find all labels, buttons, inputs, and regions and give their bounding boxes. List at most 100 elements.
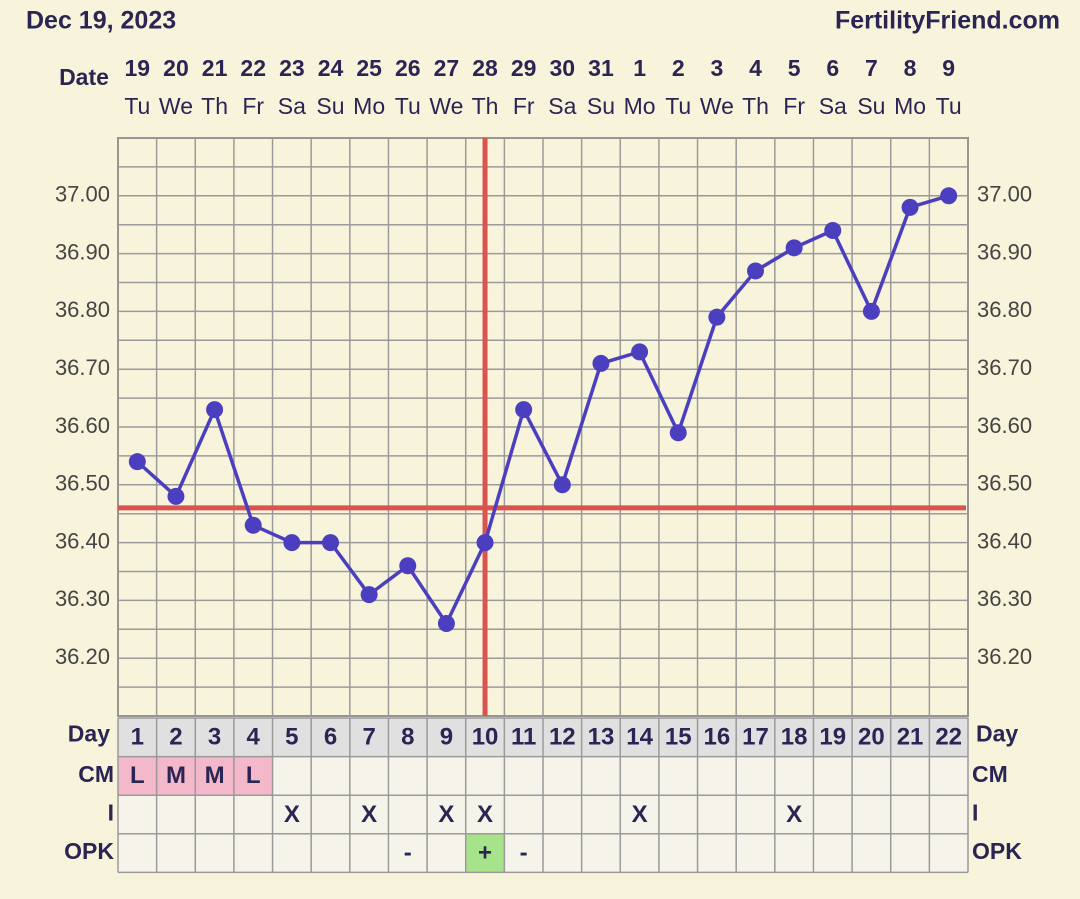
table-cell — [774, 756, 814, 796]
row-label: Day — [976, 720, 1018, 746]
table-cell — [697, 795, 737, 834]
table-cell — [272, 756, 312, 796]
weekday-label: We — [159, 93, 193, 119]
date-label: 9 — [942, 55, 955, 81]
table-cell — [156, 756, 196, 796]
cell-value: M — [205, 762, 225, 789]
day-number: 22 — [935, 724, 962, 751]
y2-tick-label: 36.50 — [977, 471, 1032, 496]
day-number: 1 — [131, 724, 144, 751]
table-cell — [118, 756, 157, 796]
y2-tick-label: 36.80 — [977, 297, 1032, 322]
table-cell — [890, 795, 930, 834]
table-cell — [929, 756, 968, 796]
weekday-label: Sa — [548, 93, 576, 119]
cell-value: M — [166, 762, 186, 789]
cell-value: - — [404, 839, 412, 866]
table-cell — [929, 833, 968, 873]
temperature-point — [128, 453, 146, 471]
date-label: 3 — [710, 55, 723, 81]
day-number: 18 — [781, 724, 808, 751]
day-number: 20 — [858, 724, 885, 751]
weekday-label: Mo — [624, 93, 656, 119]
table-cell — [311, 795, 350, 834]
weekday-label: Fr — [242, 93, 264, 119]
y2-tick-label: 36.20 — [977, 644, 1032, 669]
temperature-point — [708, 308, 726, 326]
table-cell — [543, 756, 582, 796]
day-number: 12 — [549, 724, 576, 751]
day-number: 21 — [897, 724, 924, 751]
date-label: 27 — [434, 55, 460, 81]
day-number: 16 — [704, 724, 731, 751]
weekday-label: Tu — [665, 93, 691, 119]
table-cell — [388, 756, 428, 796]
date-label: 31 — [588, 55, 614, 81]
chart-title: Dec 19, 2023 — [26, 7, 176, 35]
y-tick-label: 36.30 — [55, 586, 110, 611]
row-label: CM — [972, 761, 1008, 787]
weekday-label: Tu — [395, 93, 421, 119]
temperature-point — [901, 198, 919, 216]
table-cell — [349, 756, 389, 796]
weekday-label: Su — [316, 93, 344, 119]
temperature-line — [136, 194, 950, 628]
date-label: 4 — [749, 55, 762, 81]
temperature-point — [437, 615, 455, 633]
table-cell — [195, 833, 234, 873]
date-label: 19 — [125, 55, 151, 81]
temperature-point — [476, 534, 494, 552]
temperature-point — [399, 557, 417, 575]
weekday-label: Su — [857, 93, 885, 119]
table-cell — [311, 756, 350, 796]
date-label: 1 — [633, 55, 646, 81]
cell-value: - — [520, 839, 528, 866]
cell-value: X — [786, 801, 802, 828]
weekday-label: Mo — [353, 93, 385, 119]
table-cell — [504, 756, 543, 796]
cell-value: X — [632, 801, 648, 828]
day-number: 10 — [472, 724, 499, 751]
weekday-label: Su — [587, 93, 615, 119]
table-cell — [233, 756, 273, 796]
table-cell — [620, 795, 659, 834]
table-cell — [774, 795, 814, 834]
table-cell — [658, 795, 698, 834]
table-cell — [118, 833, 157, 873]
weekday-label: Th — [201, 93, 228, 119]
y-tick-label: 37.00 — [55, 182, 110, 207]
day-number: 4 — [247, 724, 261, 751]
temperature-point — [940, 187, 958, 205]
y2-tick-label: 37.00 — [977, 182, 1032, 207]
day-number: 8 — [401, 724, 414, 751]
cell-value: X — [361, 801, 377, 828]
table-cell — [427, 756, 466, 796]
weekday-label: Th — [472, 93, 499, 119]
table-cell — [156, 833, 196, 873]
table-cell — [736, 833, 775, 873]
y2-tick-label: 36.70 — [977, 355, 1032, 380]
temperature-point — [322, 534, 339, 552]
cell-value: + — [478, 839, 492, 866]
day-number: 11 — [511, 724, 536, 751]
date-label: 22 — [240, 55, 266, 81]
date-label: 6 — [826, 55, 839, 81]
row-label: Day — [68, 720, 110, 746]
table-cell — [813, 833, 853, 873]
table-cell — [465, 756, 505, 796]
date-label: 5 — [788, 55, 801, 81]
weekday-label: We — [429, 93, 463, 119]
table-cell — [774, 833, 814, 873]
table-cell — [388, 795, 428, 834]
y-tick-label: 36.90 — [55, 239, 110, 264]
table-cell — [311, 833, 350, 873]
table-cell — [929, 795, 968, 834]
date-label: 2 — [672, 55, 685, 81]
temperature-point — [669, 424, 687, 442]
date-label: 8 — [904, 55, 917, 81]
table-cell — [620, 833, 659, 873]
table-cell — [349, 833, 389, 873]
y2-tick-label: 36.60 — [977, 413, 1032, 438]
table-cell — [427, 795, 466, 834]
row-label: I — [972, 800, 978, 826]
